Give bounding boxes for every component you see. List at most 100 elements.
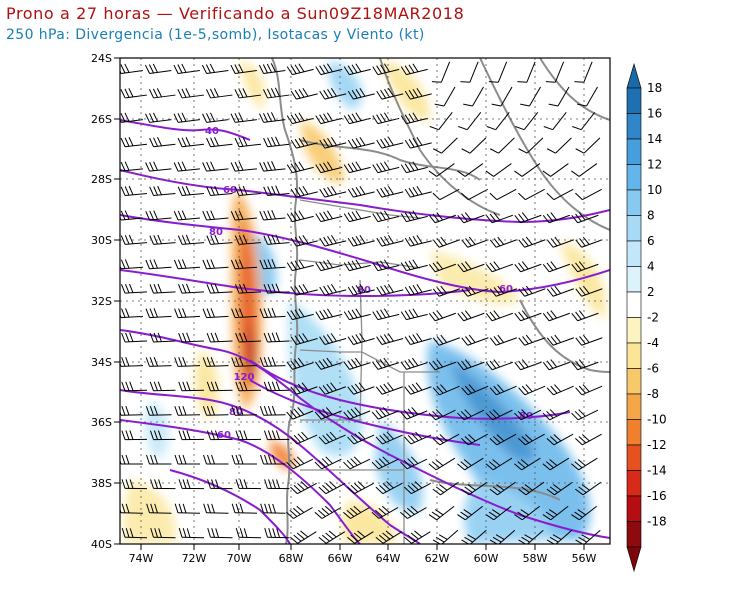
wind-barb: [514, 359, 542, 371]
colorbar-swatch: [626, 444, 642, 471]
wind-barb: [259, 112, 286, 123]
wind-barb: [404, 136, 432, 149]
wind-barb: [575, 481, 602, 496]
wind-barb: [290, 87, 318, 100]
wind-barb: [575, 236, 603, 248]
wind-barb: [150, 479, 176, 490]
wind-barb: [178, 430, 205, 441]
wind-barb: [518, 481, 545, 496]
wind-barb: [372, 63, 400, 76]
wind-barb: [206, 137, 233, 148]
wind-barb: [319, 234, 347, 247]
wind-barb: [290, 431, 318, 445]
wind-barb: [314, 505, 342, 519]
wind-barb: [234, 185, 261, 197]
lon-tick-label: 62W: [425, 552, 450, 565]
wind-barb: [432, 285, 461, 297]
axis-tick-marks: [114, 57, 585, 550]
wind-barb: [400, 407, 428, 420]
wind-barb: [290, 333, 318, 346]
wind-barb: [372, 308, 400, 321]
wind-barb: [264, 527, 290, 539]
wind-barb: [146, 503, 172, 514]
wind-barb: [347, 234, 375, 247]
colorbar-swatch: [626, 266, 642, 293]
colorbar-label: 6: [647, 234, 655, 248]
wind-barb: [517, 61, 536, 83]
colorbar-label: -6: [647, 362, 659, 376]
isotach-label: 60: [223, 185, 237, 196]
wind-barb: [404, 382, 432, 395]
wind-barb: [121, 430, 148, 441]
wind-barb: [315, 161, 343, 174]
wind-barb: [343, 210, 371, 223]
political-borders: [271, 58, 610, 544]
wind-barb: [290, 481, 317, 495]
wind-barb: [571, 212, 599, 224]
wind-barb: [542, 505, 569, 521]
colorbar-swatch: [626, 495, 642, 522]
wind-barb: [343, 505, 370, 519]
wind-barb: [234, 88, 261, 99]
wind-barb: [400, 63, 428, 76]
wind-barb: [230, 63, 257, 75]
wind-barb: [286, 112, 314, 125]
wind-barb: [518, 384, 546, 396]
wind-barb: [542, 261, 571, 273]
wind-barb: [174, 308, 201, 319]
wind-barb: [235, 430, 262, 441]
wind-barb: [121, 283, 148, 294]
longitude-labels: 74W 72W 70W 68W 66W 64W 62W 60W 58W 56W: [129, 552, 597, 565]
wind-barb: [286, 308, 314, 321]
colorbar-swatch: [626, 240, 642, 267]
wind-barb: [575, 188, 602, 201]
lat-tick-label: 36S: [91, 416, 112, 429]
wind-barb: [542, 457, 570, 471]
wind-barb: [371, 505, 399, 519]
wind-barb: [178, 479, 205, 490]
colorbar-label: 4: [647, 260, 655, 274]
wind-barb: [376, 234, 404, 247]
colorbar-swatch: [626, 470, 642, 497]
wind-barb: [486, 112, 510, 131]
wind-barb: [259, 161, 286, 172]
wind-barb: [319, 136, 347, 149]
wind-barb: [259, 210, 286, 221]
wind-barb: [575, 137, 601, 154]
wind-barb: [290, 283, 318, 296]
wind-barb: [461, 433, 488, 446]
colorbar-swatch: [626, 291, 642, 318]
wind-barb: [149, 381, 176, 392]
wind-barb: [318, 382, 347, 395]
wind-barb: [121, 479, 148, 490]
wind-barb: [404, 234, 432, 247]
colorbar-label: -16: [647, 489, 667, 503]
wind-barb: [121, 381, 148, 392]
wind-barb: [148, 88, 176, 99]
wind-barb: [518, 433, 545, 446]
wind-barb: [201, 63, 229, 75]
wind-barb: [575, 433, 602, 446]
wind-barb: [400, 210, 428, 223]
isotach-label: 60: [499, 284, 513, 295]
wind-barb: [203, 503, 229, 514]
wind-barb: [202, 308, 229, 319]
wind-barb: [460, 61, 479, 83]
wind-barb: [178, 283, 205, 294]
wind-barb: [173, 112, 200, 123]
colorbar-label: 8: [647, 209, 655, 223]
wind-barb: [457, 409, 485, 421]
wind-barb: [231, 454, 257, 465]
wind-barb: [263, 381, 290, 392]
wind-barb: [546, 188, 574, 201]
wind-barb: [542, 409, 570, 421]
wind-barb: [428, 505, 455, 521]
wind-barb: [120, 137, 147, 148]
wind-barb: [489, 137, 515, 154]
isotach-label: 80: [519, 411, 533, 422]
colorbar-swatch: [626, 342, 642, 369]
wind-barb: [485, 359, 514, 371]
map-gridlines: [120, 58, 610, 544]
wind-barb: [145, 210, 172, 221]
wind-barb: [263, 430, 290, 441]
